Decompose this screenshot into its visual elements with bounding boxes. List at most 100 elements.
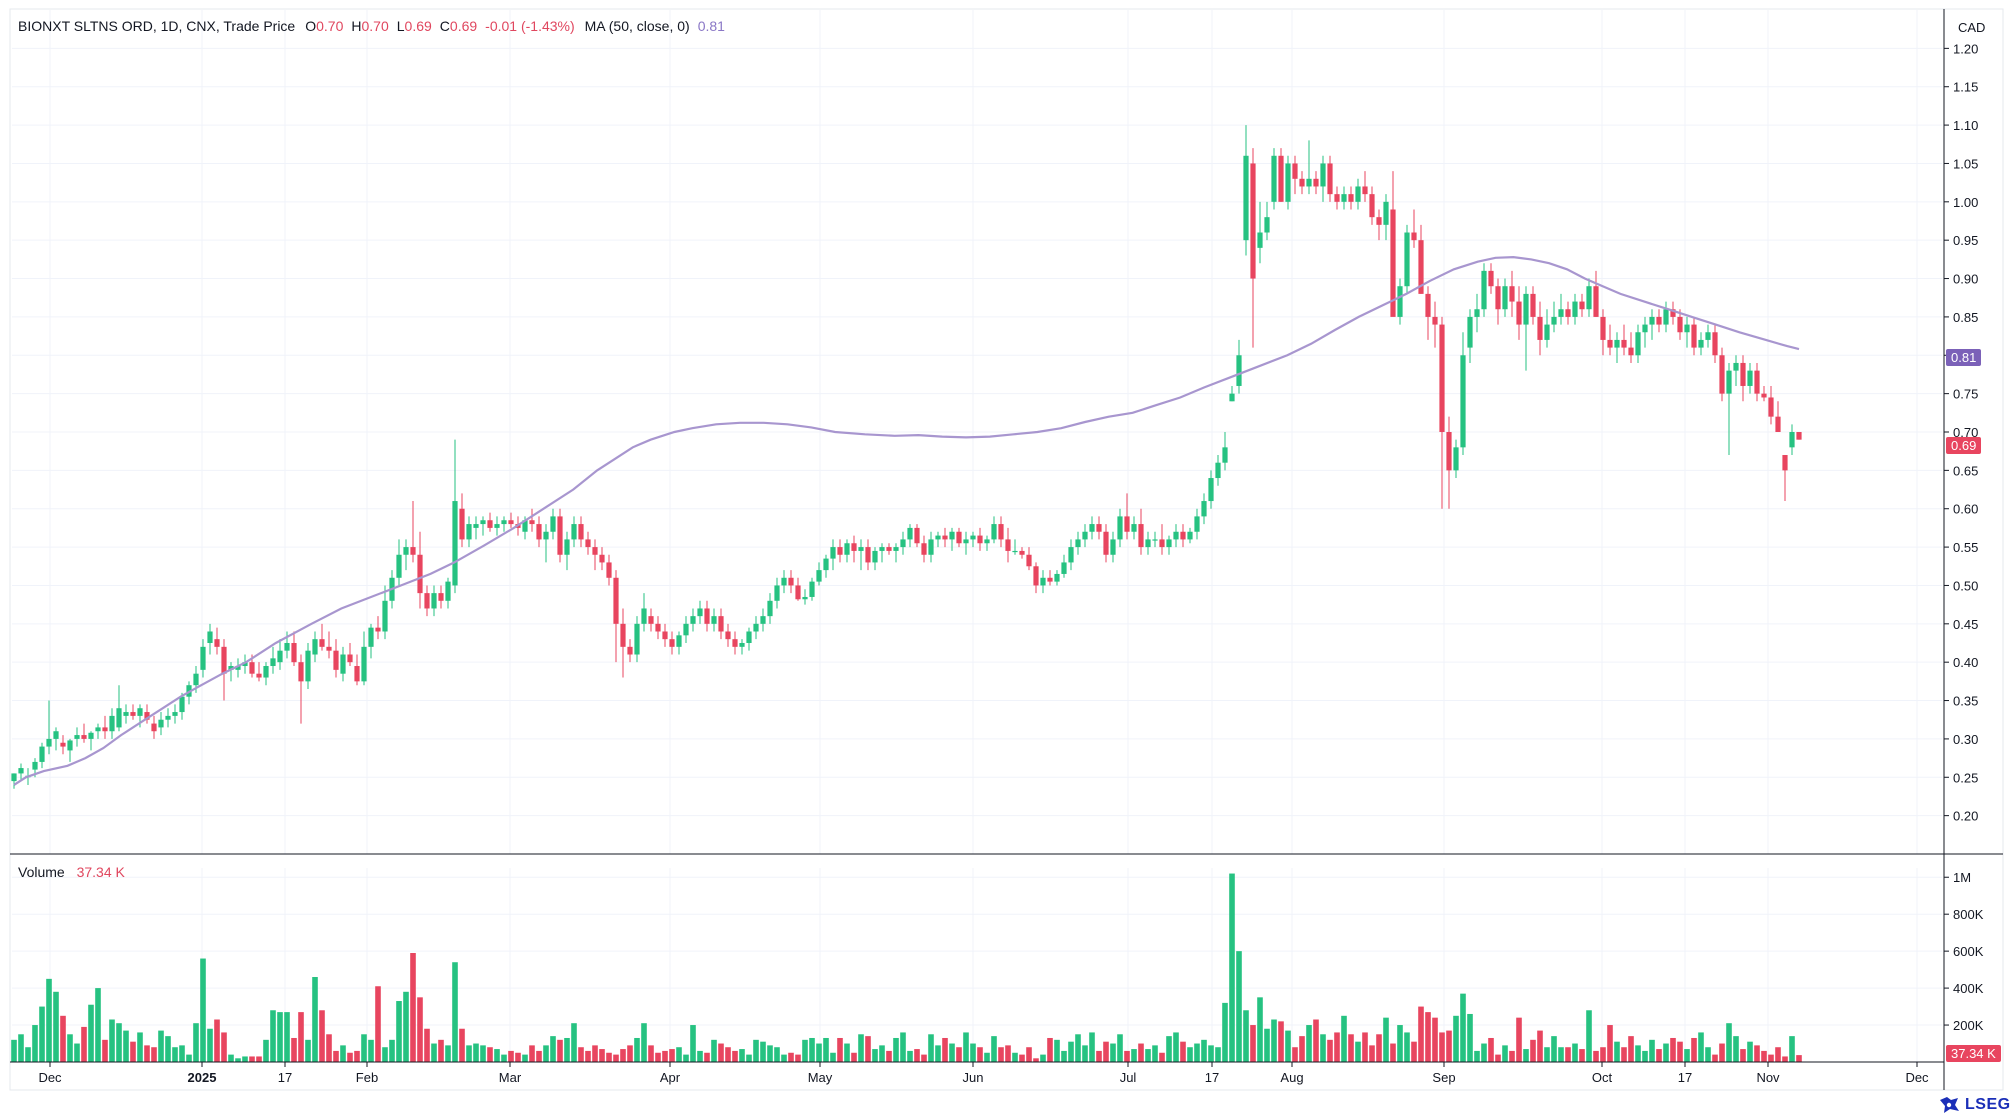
volume-bar [200,958,206,1062]
volume-bar [298,1012,304,1062]
volume-bar [277,1012,283,1062]
candle-body [312,639,318,655]
time-tick-label: May [808,1070,833,1085]
candle-body [291,643,297,663]
volume-bar [578,1047,584,1062]
volume-bar [326,1034,332,1062]
candle-body [1516,301,1522,325]
lseg-logo-text: LSEG [1965,1096,2011,1113]
candle-body [1257,232,1263,248]
candle-body [1754,370,1760,394]
time-tick-label: Aug [1280,1070,1303,1085]
time-tick-label: Apr [660,1070,681,1085]
candle-body [1397,286,1403,317]
volume-bar [1012,1052,1018,1062]
price-tick-label: 0.70 [1953,425,1978,440]
volume-bar [1593,1050,1599,1062]
candle-body [984,539,990,544]
volume-bars [11,873,1802,1062]
candle-body [529,520,535,525]
price-tick-label: 0.65 [1953,463,1978,478]
volume-bar [1404,1032,1410,1062]
candle-body [1775,416,1781,432]
candle-body [1187,531,1193,540]
volume-bar [347,1052,353,1062]
volume-bar [1439,1032,1445,1062]
price-tick-label: 0.35 [1953,694,1978,709]
volume-bar [1523,1049,1529,1062]
volume-bar [732,1050,738,1062]
volume-bar [1663,1043,1669,1062]
volume-bar [550,1036,556,1062]
volume-bar [466,1045,472,1062]
volume-label: Volume [18,864,65,880]
volume-bar [431,1043,437,1062]
currency-label: CAD [1958,20,1986,35]
candle-body [144,712,150,720]
candle-body [1663,309,1669,325]
change-value: -0.01 (-1.43%) [485,18,575,34]
price-tick-label: 0.30 [1953,732,1978,747]
candle-body [32,761,38,770]
volume-bar [1425,1012,1431,1062]
candle-body [837,547,843,555]
volume-bar [760,1041,766,1062]
time-tick-label: Jul [1120,1070,1137,1085]
volume-bar [438,1039,444,1062]
price-tick-label: 1.00 [1953,195,1978,210]
candle-body [130,712,136,716]
volume-bar [802,1039,808,1062]
price-tick-label: 0.40 [1953,655,1978,670]
volume-bar [872,1049,878,1062]
last-volume-tag: 37.34 K [1946,1045,2001,1062]
volume-bar [1110,1043,1116,1062]
volume-bar [1579,1049,1585,1062]
candle-body [1061,562,1067,574]
volume-bar [718,1043,724,1062]
candle-body [1005,539,1011,551]
volume-bar [193,1023,199,1062]
candle-body [816,570,822,582]
time-tick-label: 2025 [188,1070,217,1085]
candle-body [571,524,577,540]
candle-body [1026,554,1032,567]
candle-body [1691,324,1697,348]
volume-bar [1194,1043,1200,1062]
volume-bar [417,997,423,1062]
volume-bar [1642,1050,1648,1062]
time-tick-label: Jun [963,1070,984,1085]
candle-body [935,535,941,540]
candle-body [1362,186,1368,195]
candle-body [375,627,381,632]
ma-value: 0.81 [697,18,725,34]
volume-bar [60,1015,66,1062]
volume-bar [536,1050,542,1062]
candle-body [1509,286,1515,302]
time-axis: Dec 2025 17 Feb Mar Apr May Jun Jul 17 Aug Sep Oct 17… [38,1062,1929,1085]
candle-body [508,520,514,525]
candle-body [1012,550,1018,553]
lseg-logo[interactable]: LSEG [1938,1096,2011,1114]
volume-bar [795,1054,801,1062]
volume-bar [956,1047,962,1062]
candle-body [270,658,276,667]
candle-body [1747,370,1753,386]
candle-body [1376,217,1382,225]
volume-bar [221,1032,227,1062]
volume-bar [172,1047,178,1062]
candle-body [1432,316,1438,325]
candle-body [522,520,528,532]
volume-bar [1572,1043,1578,1062]
candle-body [60,742,66,747]
candle-body [1390,209,1396,317]
last-price-tag: 0.69 [1946,437,1982,454]
candle-body [11,773,17,782]
candle-body [1138,524,1144,548]
volume-bar [893,1037,899,1062]
candle-body [991,524,997,540]
volume-bar [1719,1043,1725,1062]
volume-bar [1061,1050,1067,1062]
volume-bar [1502,1045,1508,1062]
candle-body [74,735,80,739]
candle-body [1271,155,1277,202]
